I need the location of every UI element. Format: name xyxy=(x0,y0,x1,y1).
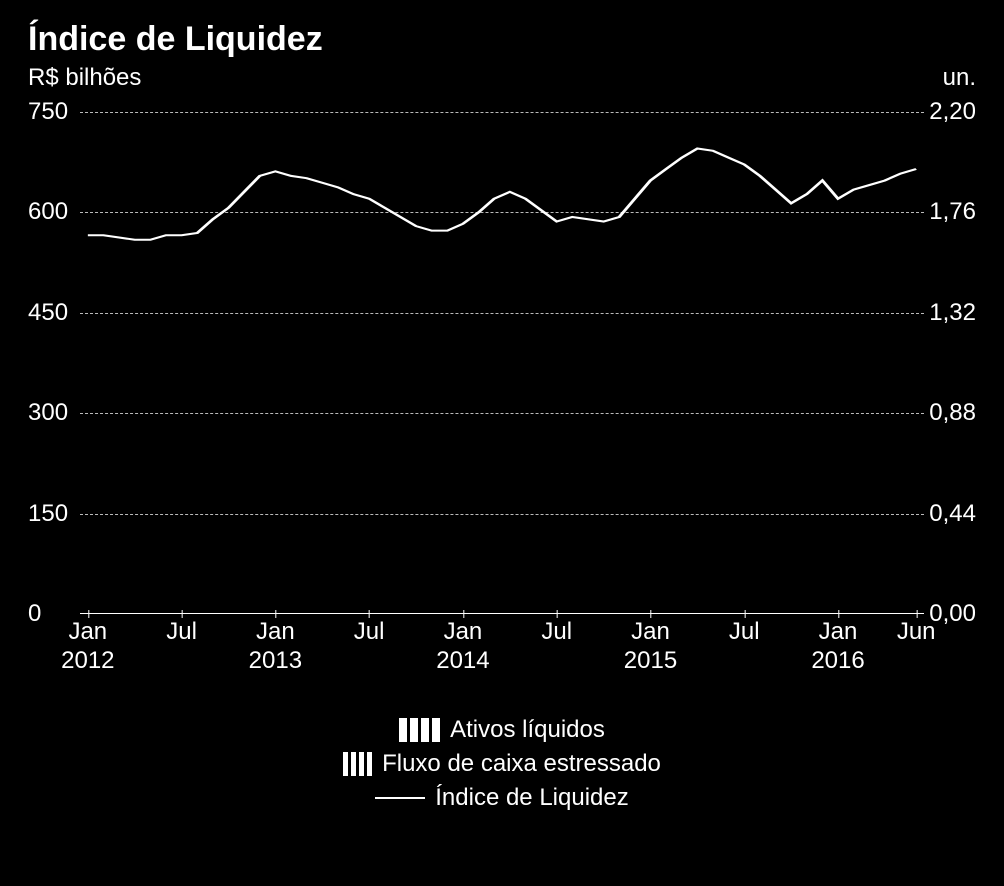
x-tick: Jan 2013 xyxy=(249,618,302,676)
legend-label: Fluxo de caixa estressado xyxy=(382,750,661,778)
legend-label: Índice de Liquidez xyxy=(435,784,628,812)
legend-item-fluxo: Fluxo de caixa estressado xyxy=(0,750,1004,778)
legend-swatch-icon xyxy=(399,718,440,742)
legend-item-ativos: Ativos líquidos xyxy=(0,716,1004,744)
line-series xyxy=(80,112,924,614)
y-right-tick: 2,20 xyxy=(929,98,976,126)
liquidity-index-line xyxy=(88,148,916,239)
y-right-label: un. xyxy=(943,64,976,92)
x-tick-mark xyxy=(916,610,917,618)
legend: Ativos líquidos Fluxo de caixa estressad… xyxy=(0,710,1004,818)
x-tick: Jul xyxy=(354,618,385,647)
y-left-tick: 300 xyxy=(28,399,68,427)
x-tick-mark xyxy=(650,610,651,618)
x-tick: Jan 2015 xyxy=(624,618,677,676)
y-left-tick: 0 xyxy=(28,600,41,628)
legend-line-icon xyxy=(375,797,425,799)
x-tick-mark xyxy=(557,610,558,618)
chart-container: Índice de Liquidez R$ bilhões un. 0 150 30… xyxy=(0,0,1004,886)
y-right-tick: 1,76 xyxy=(929,198,976,226)
plot-area xyxy=(80,112,924,614)
x-tick: Jan 2012 xyxy=(61,618,114,676)
y-left-tick: 150 xyxy=(28,500,68,528)
x-tick-mark xyxy=(275,610,276,618)
x-tick: Jul xyxy=(166,618,197,647)
x-tick-mark xyxy=(838,610,839,618)
legend-item-indice: Índice de Liquidez xyxy=(0,784,1004,812)
y-left-tick: 450 xyxy=(28,299,68,327)
x-tick-mark xyxy=(182,610,183,618)
x-axis: Jan 2012JulJan 2013JulJan 2014JulJan 201… xyxy=(80,618,924,688)
y-right-tick: 0,88 xyxy=(929,399,976,427)
y-left-tick: 600 xyxy=(28,198,68,226)
y-right-tick: 1,32 xyxy=(929,299,976,327)
x-tick-mark xyxy=(744,610,745,618)
x-tick: Jul xyxy=(541,618,572,647)
y-left-label: R$ bilhões xyxy=(28,64,141,92)
x-tick-mark xyxy=(88,610,89,618)
x-tick: Jan 2014 xyxy=(436,618,489,676)
legend-label: Ativos líquidos xyxy=(450,716,605,744)
y-right-tick: 0,44 xyxy=(929,500,976,528)
legend-swatch-icon xyxy=(343,752,372,776)
x-tick-mark xyxy=(369,610,370,618)
x-tick: Jan 2016 xyxy=(811,618,864,676)
chart-title: Índice de Liquidez xyxy=(28,20,980,59)
y-right-tick: 0,00 xyxy=(929,600,976,628)
x-tick-mark xyxy=(463,610,464,618)
x-tick: Jun xyxy=(897,618,936,647)
x-tick: Jul xyxy=(729,618,760,647)
y-left-tick: 750 xyxy=(28,98,68,126)
